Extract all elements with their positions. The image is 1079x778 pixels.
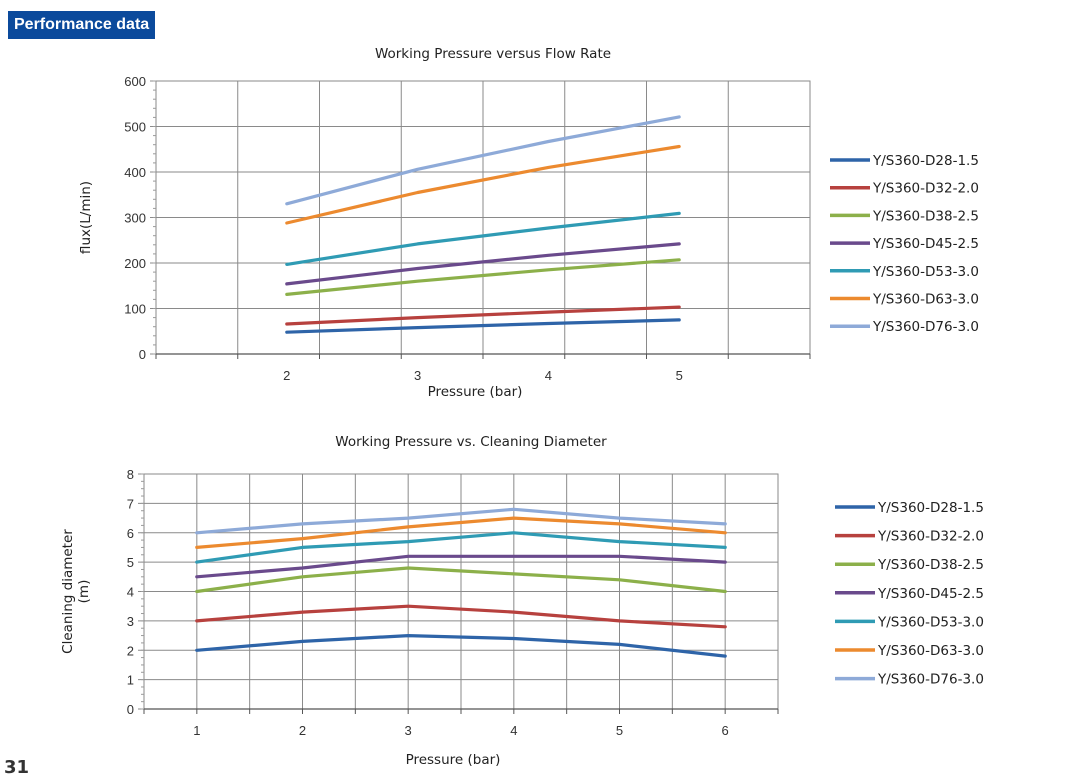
legend-label: Y/S360-D28-1.5 [872, 153, 979, 169]
y-tick-label: 200 [124, 256, 146, 271]
y-tick-label: 3 [127, 614, 134, 629]
y-tick-label: 100 [124, 302, 146, 317]
chart-title: Working Pressure versus Flow Rate [375, 46, 611, 62]
x-tick-label: 2 [283, 368, 290, 383]
y-tick-label: 7 [127, 496, 134, 511]
x-tick-label: 2 [299, 723, 306, 738]
x-axis-label: Pressure (bar) [428, 384, 523, 400]
y-tick-label: 300 [124, 211, 146, 226]
y-tick-label: 0 [139, 347, 146, 362]
y-tick-label: 500 [124, 120, 146, 135]
legend-label: Y/S360-D63-3.0 [872, 292, 979, 308]
legend-label: Y/S360-D53-3.0 [872, 264, 979, 280]
chart-title: Working Pressure vs. Cleaning Diameter [335, 434, 607, 450]
y-axis-label-line: (m) [76, 580, 92, 604]
y-axis-label: flux(L/min) [78, 181, 94, 254]
x-tick-label: 5 [676, 368, 683, 383]
y-tick-label: 5 [127, 555, 134, 570]
y-tick-label: 1 [127, 673, 134, 688]
chart-1: Working Pressure versus Flow Rate 0 100 200… [78, 46, 979, 400]
y-tick-label: 0 [127, 702, 134, 717]
legend: Y/S360-D28-1.5 Y/S360-D32-2.0 Y/S360-D38-2… [830, 153, 979, 335]
x-tick-label: 5 [616, 723, 623, 738]
y-tick-label: 600 [124, 74, 146, 89]
legend-label: Y/S360-D38-2.5 [872, 208, 979, 224]
legend-label: Y/S360-D53-3.0 [877, 614, 984, 630]
x-tick-label: 1 [193, 723, 200, 738]
y-tick-label: 400 [124, 165, 146, 180]
legend: Y/S360-D28-1.5 Y/S360-D32-2.0 Y/S360-D38-2… [835, 500, 984, 688]
legend-label: Y/S360-D45-2.5 [877, 586, 984, 602]
y-tick-label: 2 [127, 643, 134, 658]
x-tick-label: 6 [722, 723, 729, 738]
x-axis-label: Pressure (bar) [406, 752, 501, 768]
y-tick-label: 6 [127, 526, 134, 541]
x-tick-label: 3 [414, 368, 421, 383]
y-tick-label: 4 [127, 585, 134, 600]
legend-label: Y/S360-D28-1.5 [877, 500, 984, 516]
y-axis-label: Cleaning diameter(m) [60, 529, 92, 654]
legend-label: Y/S360-D32-2.0 [872, 181, 979, 197]
legend-label: Y/S360-D38-2.5 [877, 557, 984, 573]
x-tick-label: 4 [545, 368, 552, 383]
legend-label: Y/S360-D76-3.0 [872, 319, 979, 335]
y-axis-label-line: Cleaning diameter [60, 529, 76, 654]
y-tick-label: 8 [127, 467, 134, 482]
x-tick-label: 3 [405, 723, 412, 738]
legend-label: Y/S360-D63-3.0 [877, 643, 984, 659]
legend-label: Y/S360-D45-2.5 [872, 236, 979, 252]
legend-label: Y/S360-D76-3.0 [877, 672, 984, 688]
chart-2: Working Pressure vs. Cleaning Diameter 0 1… [60, 434, 984, 768]
x-tick-label: 4 [510, 723, 517, 738]
legend-label: Y/S360-D32-2.0 [877, 529, 984, 545]
page-number: 31 [4, 757, 29, 778]
